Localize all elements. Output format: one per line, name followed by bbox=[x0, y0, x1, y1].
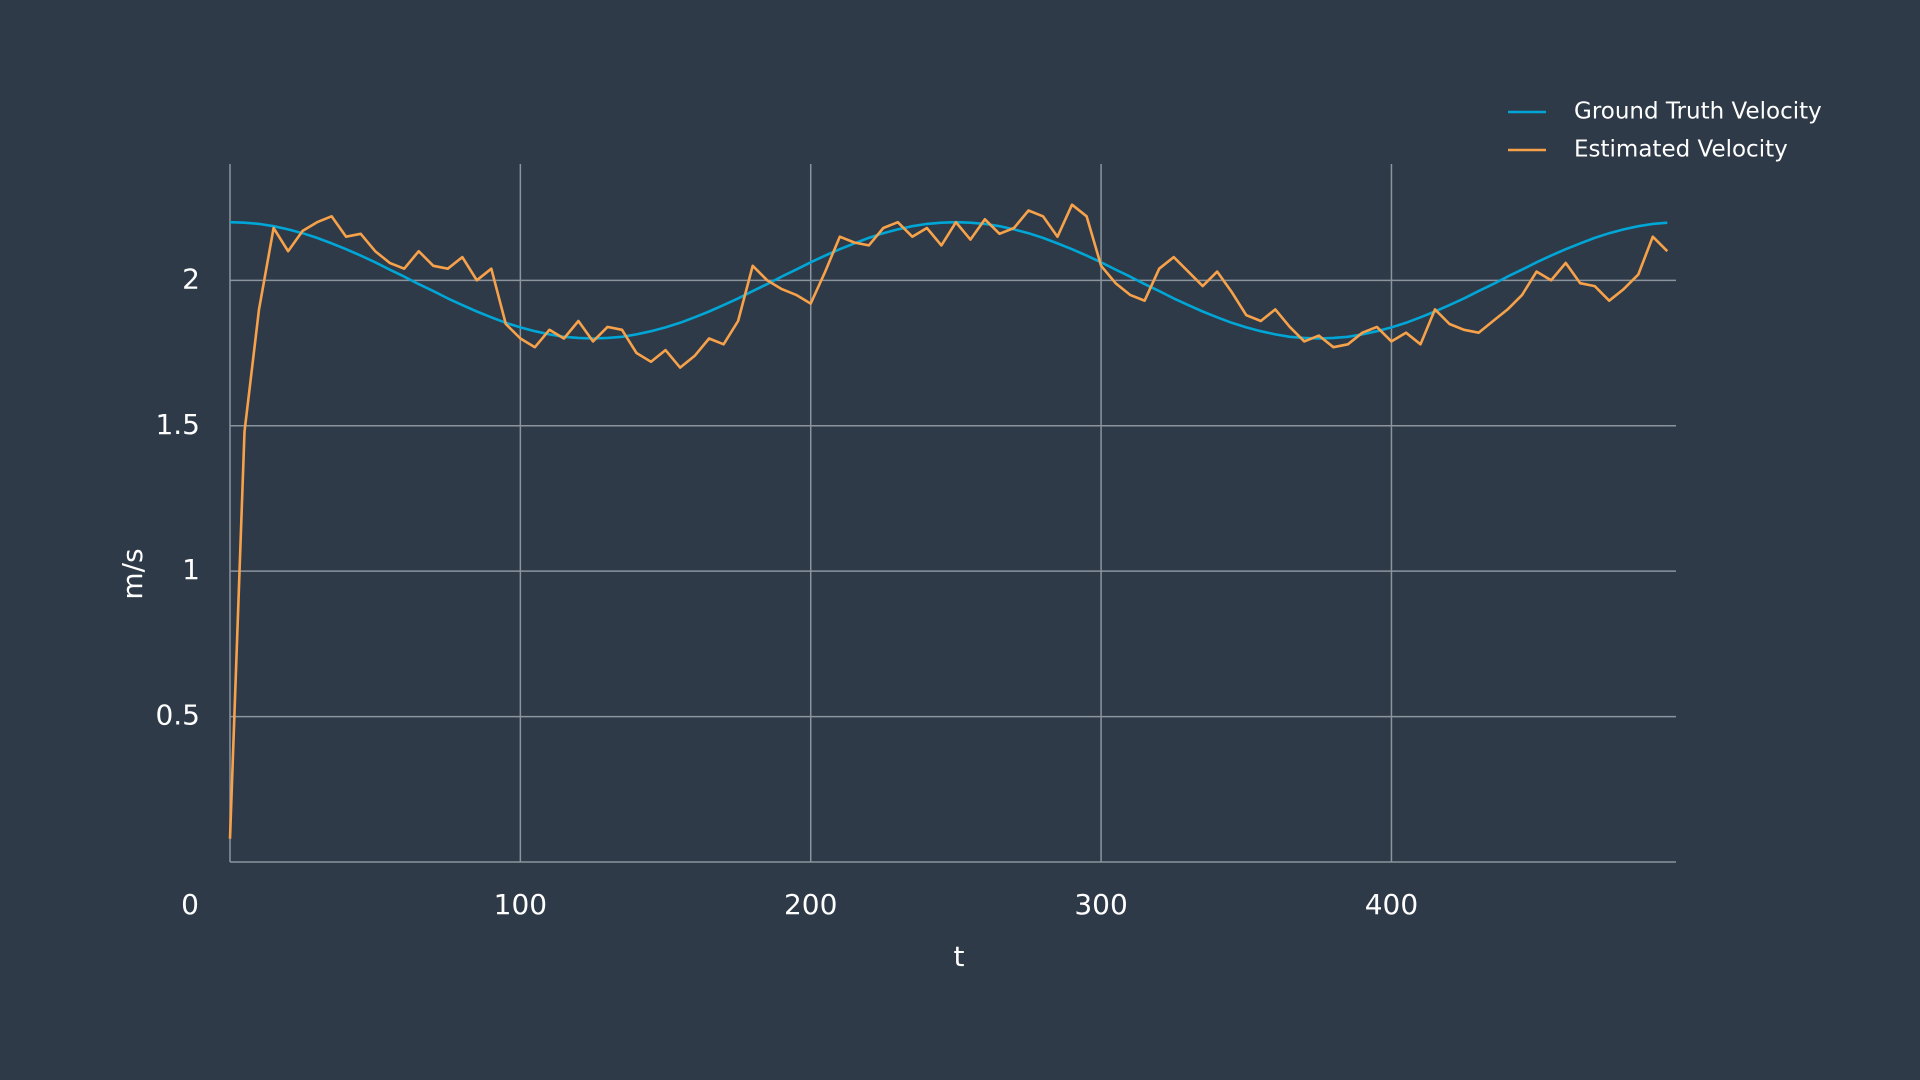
y-tick-label: 1.5 bbox=[155, 408, 200, 441]
series-line bbox=[229, 220, 1668, 340]
x-tick-label: 100 bbox=[494, 888, 547, 921]
y-tick-label: 2 bbox=[182, 262, 200, 295]
y-tick-label: 0.5 bbox=[155, 699, 200, 732]
y-tick-label: 1 bbox=[182, 553, 200, 586]
series-line bbox=[228, 203, 1669, 839]
x-tick-label: 300 bbox=[1074, 888, 1127, 921]
x-tick-label: 400 bbox=[1365, 888, 1418, 921]
x-tick-label: 0 bbox=[181, 888, 199, 921]
x-tick-label: 200 bbox=[784, 888, 837, 921]
y-axis-label: m/s bbox=[116, 548, 149, 599]
legend-label: Ground Truth Velocity bbox=[1574, 99, 1822, 125]
x-axis-label: t bbox=[954, 940, 965, 973]
legend-label: Estimated Velocity bbox=[1574, 137, 1788, 163]
